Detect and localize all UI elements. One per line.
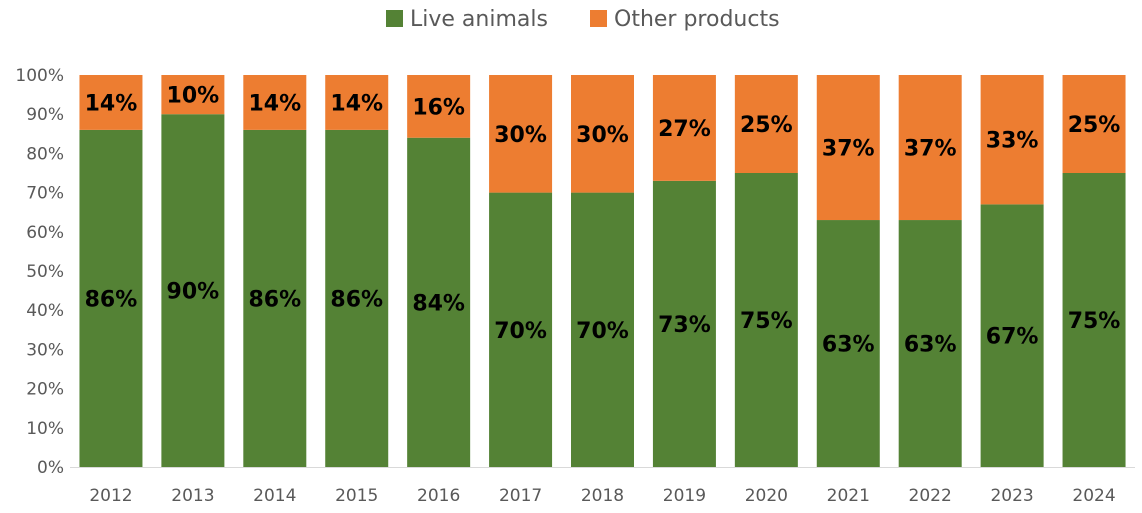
x-tick-label: 2019 <box>663 486 706 506</box>
data-label-live-animals-2013: 90% <box>167 280 220 305</box>
x-tick-label: 2017 <box>499 486 542 506</box>
bar-other-products-2024 <box>1062 75 1126 173</box>
data-labels: 86% 14% 90% 10% 86% 14% 86% 14% 84% 16% 70% 30% 70% 3… <box>85 84 1121 358</box>
bar-live-animals-2015 <box>325 129 389 467</box>
bar-live-animals-2024 <box>1062 173 1126 467</box>
x-tick-label: 2015 <box>335 486 378 506</box>
data-label-live-animals-2015: 86% <box>330 287 383 312</box>
bar-other-products-2012 <box>79 75 143 130</box>
y-tick-label: 10% <box>26 419 64 439</box>
y-axis: 0% 10% 20% 30% 40% 50% 60% 70% 80% 90% 100% <box>15 66 64 478</box>
y-tick-label: 20% <box>26 380 64 400</box>
bar-live-animals-2016 <box>407 137 471 467</box>
data-label-live-animals-2021: 63% <box>822 333 875 358</box>
y-tick-label: 50% <box>26 262 64 282</box>
data-label-other-products-2020: 25% <box>740 113 793 138</box>
data-label-live-animals-2017: 70% <box>494 319 547 344</box>
bars <box>79 75 1126 468</box>
x-tick-label: 2024 <box>1072 486 1115 506</box>
data-label-live-animals-2018: 70% <box>576 319 629 344</box>
bar-live-animals-2021 <box>816 220 880 467</box>
bar-other-products-2021 <box>816 75 880 221</box>
bar-other-products-2022 <box>898 75 962 221</box>
x-tick-label: 2020 <box>745 486 788 506</box>
legend-swatch-live-animals <box>386 10 403 27</box>
legend-label-live-animals: Live animals <box>410 7 548 32</box>
bar-live-animals-2020 <box>734 173 798 467</box>
data-label-live-animals-2024: 75% <box>1068 309 1121 334</box>
bar-live-animals-2019 <box>652 180 716 467</box>
y-tick-label: 60% <box>26 223 64 243</box>
bar-other-products-2016 <box>407 75 471 138</box>
bar-live-animals-2022 <box>898 220 962 467</box>
bar-other-products-2014 <box>243 75 307 130</box>
y-tick-label: 70% <box>26 184 64 204</box>
y-tick-label: 30% <box>26 340 64 360</box>
y-tick-label: 0% <box>37 458 64 478</box>
data-label-other-products-2012: 14% <box>85 91 138 116</box>
x-tick-label: 2016 <box>417 486 460 506</box>
bar-other-products-2023 <box>980 75 1044 205</box>
data-label-other-products-2019: 27% <box>658 117 711 142</box>
x-tick-label: 2012 <box>89 486 132 506</box>
bar-other-products-2018 <box>571 75 634 193</box>
bar-other-products-2017 <box>489 75 553 193</box>
legend: Live animals Other products <box>386 7 780 32</box>
bar-live-animals-2017 <box>489 192 553 467</box>
x-tick-label: 2013 <box>171 486 214 506</box>
data-label-other-products-2021: 37% <box>822 137 875 162</box>
x-tick-label: 2022 <box>909 486 952 506</box>
data-label-live-animals-2016: 84% <box>412 291 465 316</box>
data-label-live-animals-2020: 75% <box>740 309 793 334</box>
bar-live-animals-2012 <box>79 129 143 467</box>
y-tick-label: 90% <box>26 105 64 125</box>
data-label-live-animals-2022: 63% <box>904 333 957 358</box>
data-label-live-animals-2019: 73% <box>658 313 711 338</box>
data-label-other-products-2014: 14% <box>248 91 301 116</box>
bar-live-animals-2018 <box>571 192 634 467</box>
data-label-other-products-2022: 37% <box>904 137 957 162</box>
bar-other-products-2020 <box>734 75 798 173</box>
data-label-other-products-2024: 25% <box>1068 113 1121 138</box>
bar-other-products-2013 <box>161 75 225 115</box>
data-label-other-products-2018: 30% <box>576 123 629 148</box>
y-tick-label: 40% <box>26 301 64 321</box>
data-label-live-animals-2023: 67% <box>986 325 1039 350</box>
data-label-live-animals-2014: 86% <box>248 287 301 312</box>
data-label-other-products-2023: 33% <box>986 129 1039 154</box>
x-tick-label: 2021 <box>827 486 870 506</box>
y-tick-label: 100% <box>15 66 64 86</box>
x-tick-label: 2014 <box>253 486 296 506</box>
data-label-other-products-2015: 14% <box>330 91 383 116</box>
legend-swatch-other-products <box>590 10 607 27</box>
bar-other-products-2019 <box>652 75 716 181</box>
data-label-other-products-2017: 30% <box>494 123 547 148</box>
x-tick-label: 2018 <box>581 486 624 506</box>
y-tick-label: 80% <box>26 144 64 164</box>
bar-other-products-2015 <box>325 75 389 130</box>
data-label-other-products-2013: 10% <box>167 84 220 109</box>
bar-live-animals-2014 <box>243 129 307 467</box>
x-tick-label: 2023 <box>990 486 1033 506</box>
legend-label-other-products: Other products <box>614 7 780 32</box>
data-label-other-products-2016: 16% <box>412 95 465 120</box>
data-label-live-animals-2012: 86% <box>85 287 138 312</box>
bar-live-animals-2013 <box>161 114 225 467</box>
x-axis: 2012 2013 2014 2015 2016 2017 2018 2019 2020 2021… <box>89 486 1115 506</box>
bar-live-animals-2023 <box>980 204 1044 468</box>
